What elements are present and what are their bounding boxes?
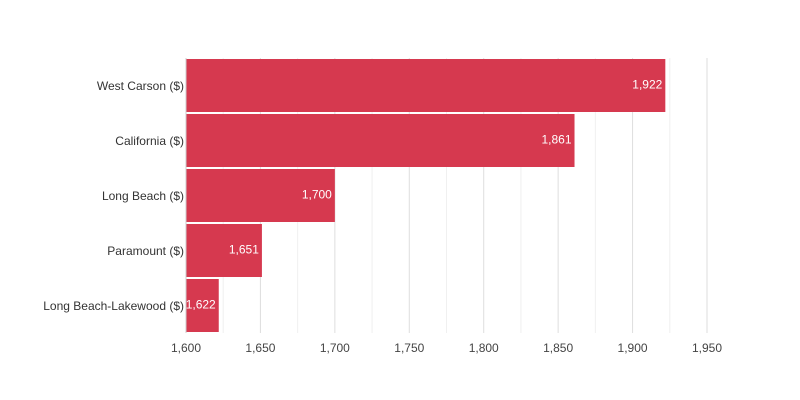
category-label: Long Beach ($) bbox=[101, 188, 184, 203]
value-label: 1,861 bbox=[541, 133, 571, 147]
value-label: 1,922 bbox=[632, 78, 662, 92]
x-tick-label: 1,900 bbox=[618, 341, 648, 355]
x-tick-label: 1,850 bbox=[543, 341, 573, 355]
bar bbox=[186, 59, 666, 112]
x-tick-label: 1,950 bbox=[692, 341, 722, 355]
category-label: Long Beach-Lakewood ($) bbox=[43, 298, 184, 313]
bar bbox=[186, 224, 262, 277]
bar bbox=[186, 114, 575, 167]
x-tick-label: 1,700 bbox=[320, 341, 350, 355]
category-label: Paramount ($) bbox=[107, 243, 184, 258]
value-label: 1,622 bbox=[186, 298, 216, 312]
x-tick-label: 1,750 bbox=[394, 341, 424, 355]
x-tick-label: 1,800 bbox=[469, 341, 499, 355]
bar bbox=[186, 279, 219, 332]
bar bbox=[186, 169, 335, 222]
value-label: 1,700 bbox=[302, 188, 332, 202]
value-label: 1,651 bbox=[229, 243, 259, 257]
category-label: California ($) bbox=[115, 133, 184, 148]
category-label: West Carson ($) bbox=[96, 78, 184, 93]
x-tick-label: 1,650 bbox=[245, 341, 275, 355]
x-tick-label: 1,600 bbox=[171, 341, 201, 355]
